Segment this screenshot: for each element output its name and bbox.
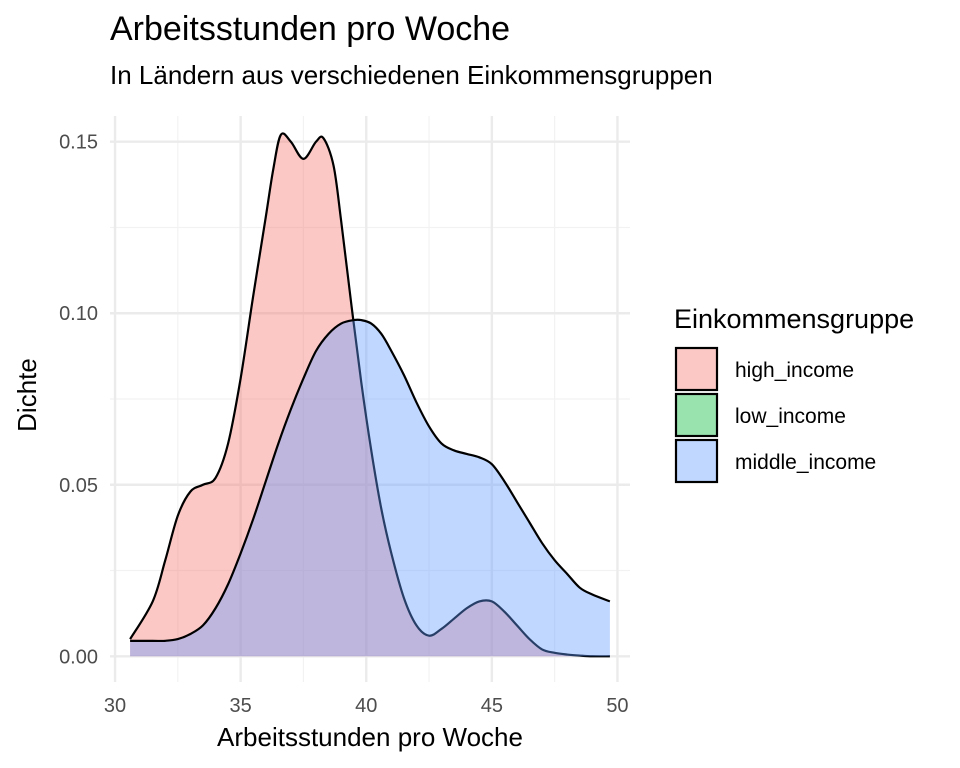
legend-title: Einkommensgruppe bbox=[674, 304, 914, 334]
legend-key-bg bbox=[676, 348, 717, 390]
legend-key-bg bbox=[676, 394, 717, 436]
x-tick-label: 50 bbox=[606, 695, 628, 717]
legend-label-high_income: high_income bbox=[735, 359, 854, 382]
x-axis-title: Arbeitsstunden pro Woche bbox=[217, 722, 523, 752]
density-line-middle_income bbox=[130, 318, 611, 643]
x-axis-ticks: 30 35 40 45 50 bbox=[104, 695, 629, 717]
chart-title: Arbeitsstunden pro Woche bbox=[110, 10, 510, 48]
x-tick-label: 35 bbox=[230, 695, 252, 717]
plot-grid bbox=[110, 116, 630, 682]
legend-label-low_income: low_income bbox=[735, 405, 846, 428]
y-tick-label: 0.00 bbox=[59, 646, 98, 668]
legend: Einkommensgruppe high_income low_incomemi… bbox=[674, 304, 914, 484]
density-areas bbox=[129, 132, 611, 658]
legend-key-low_income bbox=[674, 392, 719, 438]
density-area-middle_income bbox=[130, 319, 610, 657]
y-tick-label: 0.15 bbox=[59, 132, 98, 154]
x-tick-label: 30 bbox=[104, 695, 126, 717]
y-tick-label: 0.10 bbox=[59, 303, 98, 325]
y-axis-title: Dichte bbox=[12, 358, 42, 432]
x-tick-label: 45 bbox=[481, 695, 503, 717]
y-tick-label: 0.05 bbox=[59, 475, 98, 497]
y-axis-ticks: 0.00 0.05 0.10 0.15 bbox=[59, 132, 98, 669]
legend-key-high_income bbox=[674, 346, 719, 392]
x-tick-label: 40 bbox=[355, 695, 377, 717]
chart-subtitle: In Ländern aus verschiedenen Einkommensg… bbox=[110, 60, 713, 90]
density-line-high_income bbox=[129, 132, 610, 658]
legend-key-bg bbox=[676, 440, 717, 482]
legend-key-middle_income bbox=[674, 438, 719, 484]
legend-label-middle_income: middle_income bbox=[735, 451, 876, 474]
